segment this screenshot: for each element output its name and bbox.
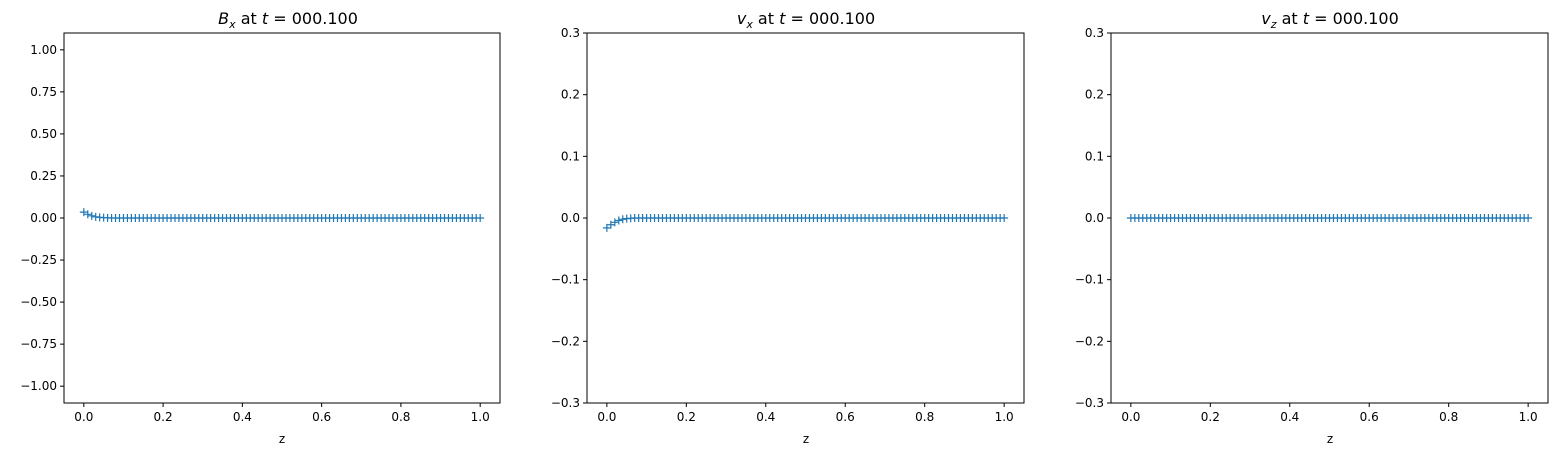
chart-title: Bx at t = 000.100 <box>218 9 358 31</box>
x-tick-label: 1.0 <box>471 410 490 424</box>
data-point <box>1000 214 1009 222</box>
y-tick-label: −0.1 <box>551 273 580 287</box>
title-subscript: x <box>228 18 236 31</box>
y-tick-label: −0.1 <box>1075 273 1104 287</box>
x-tick-label: 0.6 <box>312 410 331 424</box>
x-tick-label: 0.6 <box>1360 410 1379 424</box>
data-markers <box>602 214 1009 232</box>
title-value: = 000.100 <box>1309 9 1399 28</box>
y-tick-label: 0.3 <box>561 26 580 40</box>
chart-panel-vx: vx at t = 000.100 z 0.0 0.2 0.4 0.6 0.8 1.0 −0… <box>551 9 1025 446</box>
data-point <box>476 214 485 222</box>
x-tick-label: 0.0 <box>597 410 616 424</box>
y-tick-label: 0.1 <box>1085 149 1104 163</box>
x-tick-label: 0.8 <box>1439 410 1458 424</box>
y-tick-label: 0.75 <box>30 85 57 99</box>
title-rest: at <box>1276 9 1302 28</box>
data-point <box>618 215 627 224</box>
x-axis-label: z <box>279 432 285 446</box>
y-tick-label: 0.3 <box>1085 26 1104 40</box>
y-tick-label: 1.00 <box>30 43 57 57</box>
chart-title: vx at t = 000.100 <box>737 9 875 31</box>
x-tick-label: 0.8 <box>391 410 410 424</box>
y-tick-label: 0.50 <box>30 127 57 141</box>
data-point <box>87 211 96 220</box>
chart-title: vz at t = 000.100 <box>1261 9 1399 31</box>
x-tick-label: 0.2 <box>1201 410 1220 424</box>
title-variable: t <box>1303 9 1310 28</box>
y-tick-label: 0.2 <box>1085 88 1104 102</box>
y-tick-label: −0.2 <box>1075 334 1104 348</box>
x-axis-label: z <box>1327 432 1333 446</box>
title-main: v <box>737 9 747 28</box>
y-tick-label: −0.50 <box>20 295 57 309</box>
title-main: B <box>218 9 229 28</box>
title-main: v <box>1261 9 1271 28</box>
y-tick-label: −0.3 <box>1075 396 1104 410</box>
x-tick-label: 1.0 <box>1519 410 1538 424</box>
y-tick-label: 0.2 <box>561 88 580 102</box>
x-tick-label: 0.0 <box>74 410 93 424</box>
title-subscript: z <box>1270 18 1277 31</box>
y-tick-label: 0.0 <box>1085 211 1104 225</box>
title-rest: at <box>753 9 779 28</box>
title-variable: t <box>262 9 269 28</box>
data-markers <box>79 208 485 222</box>
x-tick-label: 1.0 <box>995 410 1014 424</box>
data-point <box>83 210 92 219</box>
chart-panel-bx: Bx at t = 000.100 z 0.0 0.2 0.4 0.6 0.8 1.0 −1… <box>20 9 501 446</box>
x-tick-label: 0.8 <box>915 410 934 424</box>
x-tick-label: 0.6 <box>836 410 855 424</box>
title-rest: at <box>236 9 262 28</box>
y-tick-label: 0.0 <box>561 211 580 225</box>
title-value: = 000.100 <box>268 9 358 28</box>
x-tick-label: 0.4 <box>233 410 252 424</box>
title-value: = 000.100 <box>785 9 875 28</box>
y-tick-label: 0.00 <box>30 211 57 225</box>
data-point <box>610 218 619 227</box>
y-tick-label: −0.25 <box>20 253 57 267</box>
y-tick-label: 0.1 <box>561 149 580 163</box>
data-point <box>1524 214 1533 222</box>
x-tick-label: 0.4 <box>1280 410 1299 424</box>
x-axis-label: z <box>803 432 809 446</box>
data-point <box>614 216 623 225</box>
data-markers <box>1126 214 1533 222</box>
y-tick-label: −0.2 <box>551 334 580 348</box>
x-tick-label: 0.0 <box>1121 410 1140 424</box>
x-tick-label: 0.2 <box>154 410 173 424</box>
title-subscript: x <box>745 18 753 31</box>
x-tick-label: 0.4 <box>756 410 775 424</box>
y-tick-label: −1.00 <box>20 379 57 393</box>
title-variable: t <box>779 9 786 28</box>
chart-panel-vz: vz at t = 000.100 z 0.0 0.2 0.4 0.6 0.8 1.0−0… <box>1075 9 1549 446</box>
y-tick-label: −0.75 <box>20 337 57 351</box>
y-tick-label: −0.3 <box>551 396 580 410</box>
x-tick-label: 0.2 <box>677 410 696 424</box>
y-tick-label: 0.25 <box>30 169 57 183</box>
